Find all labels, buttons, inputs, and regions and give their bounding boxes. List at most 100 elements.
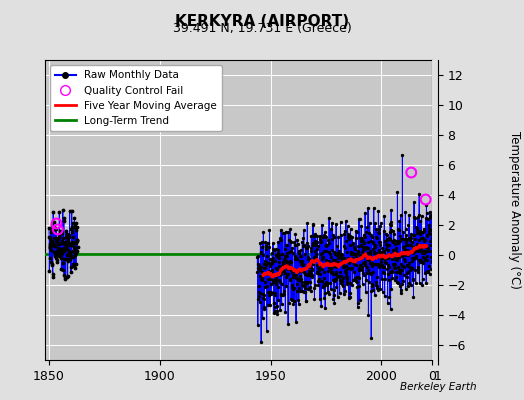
Point [312, 255, 320, 262]
Point [315, 296, 324, 302]
Point [317, 251, 325, 257]
Point [341, 245, 350, 251]
Point [273, 308, 281, 315]
Point [300, 227, 308, 234]
Point [283, 264, 291, 271]
Point [304, 243, 313, 250]
Point [351, 252, 359, 258]
Point [315, 278, 323, 284]
Point [339, 258, 347, 264]
Point [345, 242, 354, 248]
Point [300, 269, 308, 275]
Point [372, 282, 380, 288]
Point [294, 300, 303, 307]
Point [387, 286, 395, 292]
Point [258, 269, 267, 276]
Point [427, 212, 435, 218]
Point [340, 264, 348, 270]
Point [285, 300, 293, 306]
Point [418, 213, 426, 219]
Point [270, 300, 278, 307]
Point [344, 258, 353, 264]
Point [276, 306, 285, 313]
Point [268, 254, 277, 261]
Point [63, 258, 72, 264]
Point [398, 266, 406, 273]
Point [57, 266, 66, 272]
Point [329, 232, 337, 238]
Point [398, 253, 407, 260]
Point [277, 268, 286, 275]
Point [313, 243, 322, 250]
Point [353, 304, 362, 310]
Point [272, 278, 280, 284]
Point [72, 220, 80, 226]
Point [387, 207, 395, 213]
Point [343, 276, 352, 282]
Point [276, 279, 284, 285]
Point [384, 255, 392, 261]
Point [53, 256, 61, 263]
Point [389, 228, 398, 234]
Point [53, 226, 62, 233]
Point [280, 252, 289, 259]
Point [256, 267, 264, 274]
Point [70, 248, 78, 254]
Point [55, 208, 63, 215]
Point [256, 273, 265, 280]
Point [66, 249, 74, 255]
Point [267, 257, 276, 263]
Point [290, 239, 299, 245]
Point [290, 267, 299, 274]
Point [383, 232, 391, 238]
Point [411, 267, 419, 273]
Point [354, 300, 362, 306]
Point [275, 252, 283, 258]
Point [347, 264, 356, 271]
Point [298, 238, 307, 245]
Point [309, 240, 317, 246]
Point [293, 276, 302, 283]
Point [295, 248, 303, 254]
Point [48, 261, 56, 268]
Point [414, 246, 423, 252]
Point [395, 218, 403, 224]
Point [413, 230, 421, 236]
Point [386, 306, 395, 312]
Point [400, 256, 409, 262]
Point [408, 258, 417, 264]
Point [355, 283, 363, 290]
Point [297, 267, 305, 274]
Point [52, 255, 60, 262]
Point [46, 244, 54, 251]
Point [399, 244, 408, 250]
Point [278, 251, 286, 257]
Point [52, 234, 61, 241]
Point [378, 288, 387, 295]
Point [287, 296, 295, 302]
Point [287, 248, 296, 254]
Point [335, 277, 344, 284]
Point [424, 268, 433, 275]
Point [257, 339, 265, 346]
Point [338, 280, 346, 287]
Point [59, 256, 68, 263]
Point [412, 224, 420, 230]
Point [296, 288, 304, 294]
Point [361, 259, 369, 265]
Point [62, 241, 70, 247]
Point [324, 240, 333, 246]
Point [51, 238, 60, 245]
Point [269, 240, 277, 246]
Point [390, 261, 399, 268]
Point [415, 257, 423, 264]
Point [269, 279, 277, 285]
Point [422, 202, 431, 208]
Point [409, 255, 418, 261]
Point [291, 242, 300, 248]
Point [379, 264, 387, 270]
Point [306, 279, 314, 285]
Point [400, 246, 408, 252]
Point [402, 274, 411, 280]
Point [408, 248, 416, 255]
